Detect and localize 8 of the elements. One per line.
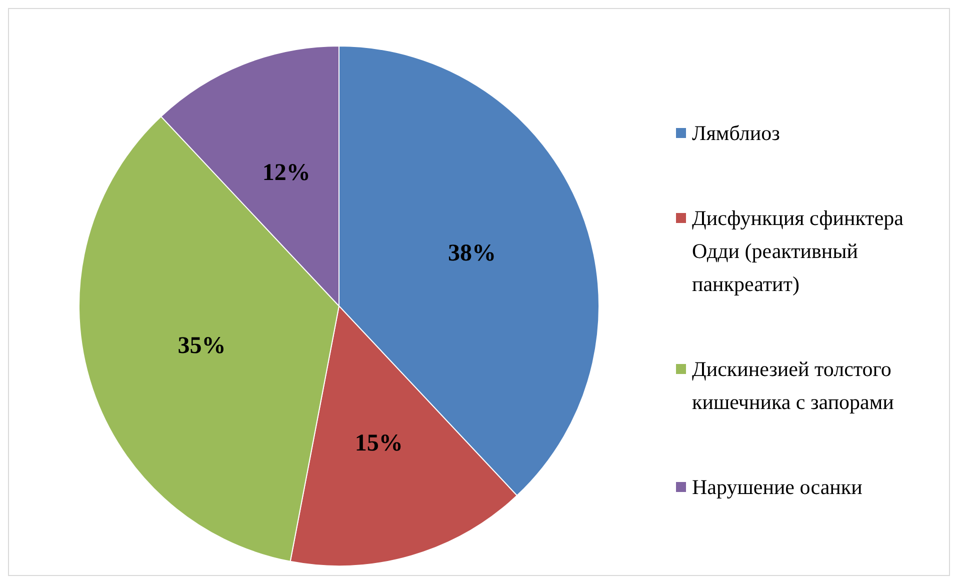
legend-label: Дисфункция сфинктера Одди (реактивный панкреатит): [692, 206, 904, 296]
data-label: 38%: [448, 240, 496, 266]
data-label: 15%: [354, 430, 403, 456]
legend-label: Нарушение осанки: [692, 475, 862, 499]
legend-label: Дискинезией толстого кишечника с запорами: [692, 357, 894, 414]
legend-label: Лямблиоз: [692, 121, 780, 145]
data-label: 12%: [262, 160, 310, 186]
data-label: 35%: [178, 332, 226, 359]
